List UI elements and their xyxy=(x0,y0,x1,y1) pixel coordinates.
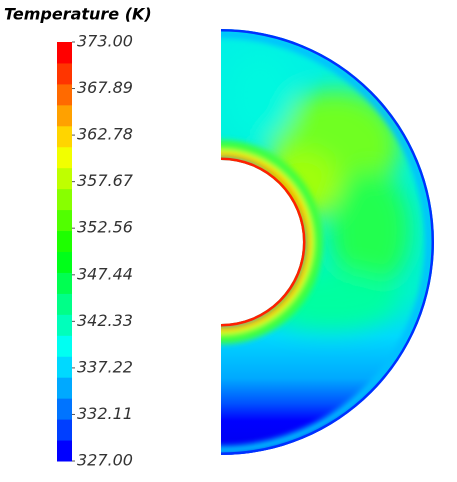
colorbar-band xyxy=(57,188,72,211)
colorbar-band xyxy=(57,293,72,315)
tick-label: 327.00 xyxy=(77,451,133,470)
tick-label: 357.67 xyxy=(77,171,134,190)
colorbar-band xyxy=(57,251,72,273)
colorbar-band xyxy=(57,314,72,336)
tick-label: 367.89 xyxy=(77,78,133,97)
colorbar-band xyxy=(57,42,72,64)
colorbar-band xyxy=(57,272,72,294)
tick-label: 347.44 xyxy=(77,264,133,283)
tick-label: 332.11 xyxy=(77,404,133,423)
colorbar-band xyxy=(57,440,72,462)
tick-label: 342.33 xyxy=(77,311,133,330)
colorbar-band xyxy=(57,419,72,441)
colorbar-band xyxy=(57,125,72,148)
colorbar-title: Temperature (K) xyxy=(4,5,152,24)
tick-label: 373.00 xyxy=(77,32,133,51)
colorbar-band xyxy=(57,356,72,378)
colorbar-band xyxy=(57,83,72,106)
tick-label: 352.56 xyxy=(77,218,133,237)
colorbar: 327.00 332.11 337.22 342.33 347.44 352.56 357.… xyxy=(57,32,134,470)
temperature-field xyxy=(221,29,434,455)
colorbar-band xyxy=(57,167,72,190)
colorbar-band xyxy=(57,230,72,252)
tick-label: 362.78 xyxy=(77,125,133,144)
colorbar-band xyxy=(57,146,72,169)
colorbar-band xyxy=(57,104,72,127)
colorbar-band xyxy=(57,62,72,85)
tick-label: 337.22 xyxy=(77,357,133,376)
colorbar-band xyxy=(57,398,72,420)
colorbar-band xyxy=(57,335,72,357)
colorbar-band xyxy=(57,377,72,399)
colorbar-band xyxy=(57,209,72,232)
